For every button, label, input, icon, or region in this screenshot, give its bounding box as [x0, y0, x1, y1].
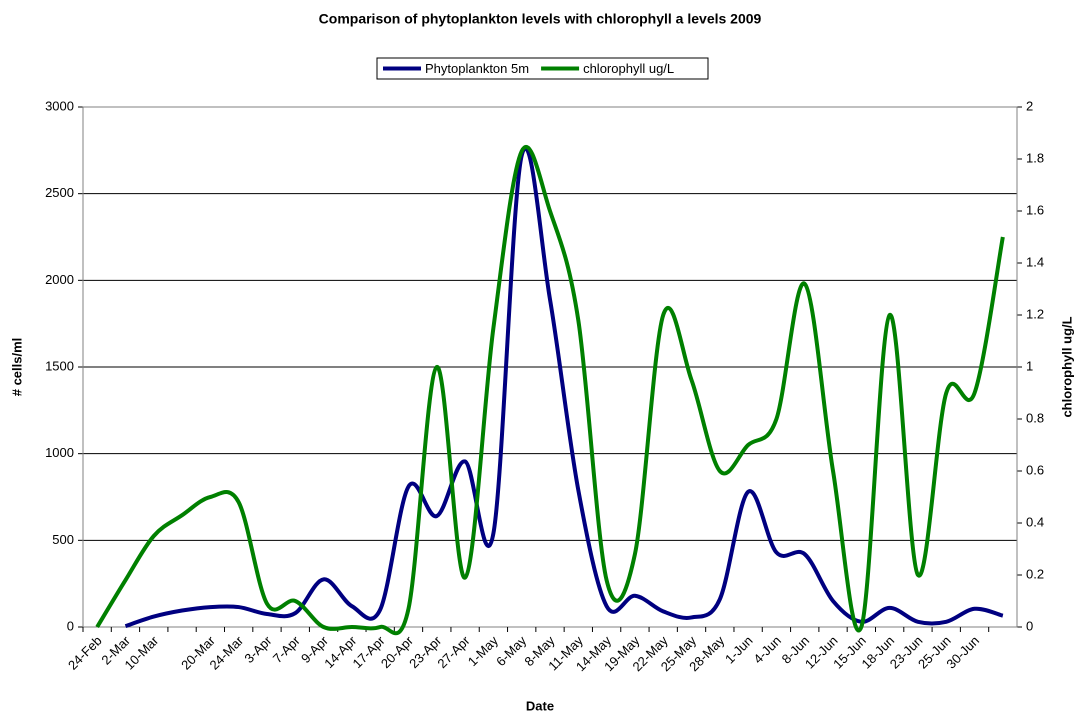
y-tick-label: 500 — [52, 532, 74, 547]
y2-tick-label: 0.8 — [1026, 410, 1044, 425]
x-axis-title: Date — [526, 698, 554, 713]
series-line — [95, 145, 1005, 636]
y-tick-label: 3000 — [45, 98, 74, 113]
y2-tick-label: 0 — [1026, 618, 1033, 633]
y-tick-label: 0 — [67, 618, 74, 633]
y2-tick-label: 2 — [1026, 98, 1033, 113]
y2-tick-label: 0.2 — [1026, 566, 1044, 581]
y2-tick-label: 1.4 — [1026, 254, 1044, 269]
legend-label: chlorophyll ug/L — [583, 61, 674, 76]
y2-tick-label: 1.2 — [1026, 306, 1044, 321]
y2-tick-label: 1 — [1026, 358, 1033, 373]
x-tick-label: 30-Jun — [943, 633, 982, 672]
y2-tick-label: 1.8 — [1026, 150, 1044, 165]
x-tick-label: 6-May — [493, 633, 529, 669]
x-tick-label: 7-Apr — [270, 632, 304, 666]
x-tick-label: 4-Jun — [750, 633, 784, 667]
chart-title: Comparison of phytoplankton levels with … — [319, 11, 762, 27]
legend-label: Phytoplankton 5m — [425, 61, 529, 76]
y-axis-title: # cells/ml — [9, 338, 24, 397]
y-tick-label: 2500 — [45, 185, 74, 200]
y-tick-label: 1000 — [45, 445, 74, 460]
x-tick-label: 27-Apr — [434, 632, 473, 671]
plot-area — [82, 106, 1018, 628]
x-tick-label: 1-Jun — [722, 633, 756, 667]
y2-axis-title: chlorophyll ug/L — [1059, 316, 1074, 417]
y-tick-label: 1500 — [45, 358, 74, 373]
x-tick-label: 24-Feb — [65, 633, 105, 673]
series-line — [124, 146, 1004, 629]
y2-tick-label: 1.6 — [1026, 202, 1044, 217]
y2-tick-label: 0.4 — [1026, 514, 1044, 529]
x-tick-label: 3-Apr — [241, 632, 275, 666]
y-tick-label: 2000 — [45, 272, 74, 287]
y2-tick-label: 0.6 — [1026, 462, 1044, 477]
x-tick-label: 1-May — [465, 633, 501, 669]
